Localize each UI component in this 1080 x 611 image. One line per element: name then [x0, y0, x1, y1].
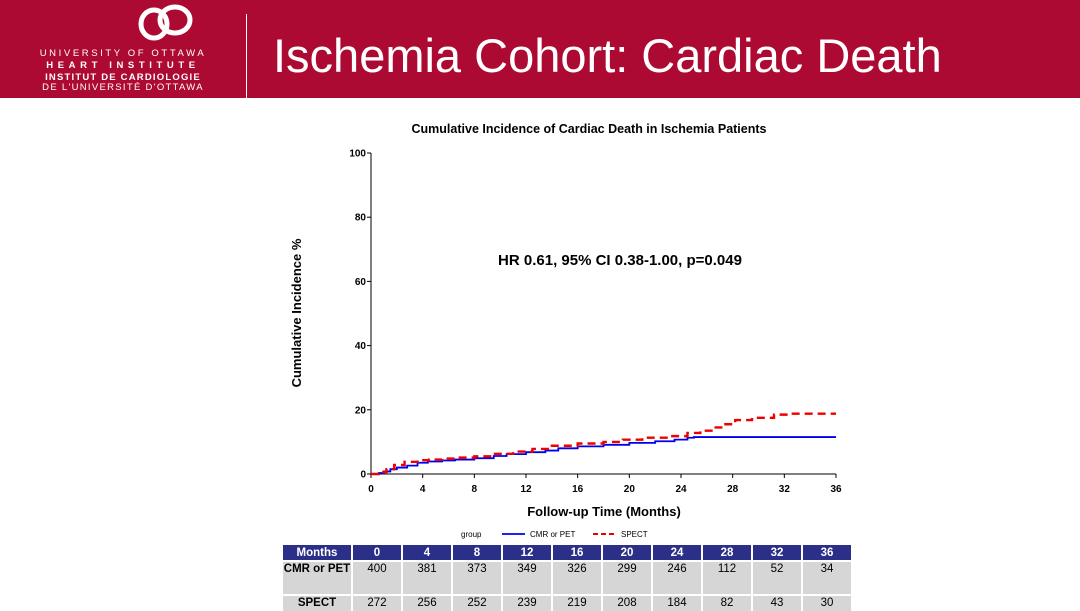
- risk-table-row: CMR or PET 400 381 373 349 326 299 246 1…: [283, 560, 853, 595]
- risk-table-cell: 381: [402, 560, 453, 595]
- x-tick-label: 24: [675, 484, 687, 495]
- risk-table-cell: 326: [552, 560, 603, 595]
- x-tick-label: 28: [727, 484, 739, 495]
- risk-table-cell: 299: [602, 560, 653, 595]
- risk-table-cell: 112: [702, 560, 753, 595]
- logo-text-line: HEART INSTITUTE: [46, 60, 200, 71]
- risk-table-cell: 252: [452, 594, 503, 611]
- risk-table-row: SPECT 272 256 252 239 219 208 184 82 43 …: [283, 594, 853, 611]
- x-axis-title: Follow-up Time (Months): [527, 504, 681, 519]
- series-line-cmr-or-pet: [371, 436, 836, 475]
- slide-title: Ischemia Cohort: Cardiac Death: [273, 29, 942, 82]
- university-logo: UNIVERSITY OF OTTAWA HEART INSTITUTE INS…: [0, 0, 246, 98]
- risk-table-month-header: 36: [802, 545, 853, 561]
- header-banner: UNIVERSITY OF OTTAWA HEART INSTITUTE INS…: [0, 0, 1080, 98]
- x-tick-label: 12: [520, 484, 532, 495]
- y-axis-title: Cumulative Incidence %: [289, 238, 304, 387]
- x-tick-label: 8: [472, 484, 478, 495]
- risk-table-cell: 246: [652, 560, 703, 595]
- risk-table-row-label: SPECT: [283, 594, 353, 611]
- y-tick-label: 40: [355, 341, 367, 352]
- series-layer: [371, 412, 836, 476]
- hazard-ratio-annotation: HR 0.61, 95% CI 0.38-1.00, p=0.049: [498, 252, 742, 269]
- risk-table-cell: 239: [502, 594, 553, 611]
- heart-institute-logo-icon: [138, 4, 193, 41]
- chart-title: Cumulative Incidence of Cardiac Death in…: [412, 122, 767, 136]
- risk-table-month-header: 20: [602, 545, 653, 561]
- risk-table-cell: 272: [352, 594, 403, 611]
- x-tick-label: 16: [572, 484, 584, 495]
- y-tick-label: 0: [360, 470, 366, 481]
- series-line-spect: [371, 412, 836, 476]
- y-axis: 0 20 40 60 80 100: [349, 149, 372, 481]
- risk-table-month-header: 28: [702, 545, 753, 561]
- legend-label-spect: SPECT: [621, 530, 648, 539]
- risk-table-month-header: 4: [402, 545, 453, 561]
- number-at-risk-table: Months 0 4 8 12 16 20 24 28 32 36 CMR or…: [283, 545, 853, 611]
- risk-table-row-label: CMR or PET: [283, 560, 353, 595]
- risk-table-cell: 349: [502, 560, 553, 595]
- legend-label-cmr-pet: CMR or PET: [530, 530, 575, 539]
- x-tick-label: 32: [779, 484, 791, 495]
- x-tick-label: 0: [368, 484, 374, 495]
- risk-table-cell: 373: [452, 560, 503, 595]
- x-tick-label: 4: [420, 484, 426, 495]
- risk-table-month-header: 16: [552, 545, 603, 561]
- risk-table-month-header: 24: [652, 545, 703, 561]
- logo-text-line: DE L'UNIVERSITÉ D'OTTAWA: [42, 82, 204, 93]
- risk-table-cell: 219: [552, 594, 603, 611]
- y-tick-label: 20: [355, 405, 367, 416]
- risk-table-header-label: Months: [283, 545, 353, 561]
- risk-table-month-header: 32: [752, 545, 803, 561]
- risk-table-month-header: 8: [452, 545, 503, 561]
- x-axis: 0 4 8 12 16 20 24 28 32 36: [368, 473, 842, 495]
- legend-title: group: [461, 530, 482, 539]
- y-tick-label: 80: [355, 213, 367, 224]
- risk-table-month-header: 0: [352, 545, 403, 561]
- risk-table-cell: 184: [652, 594, 703, 611]
- risk-table-header-row: Months 0 4 8 12 16 20 24 28 32 36: [283, 545, 853, 561]
- risk-table-month-header: 12: [502, 545, 553, 561]
- risk-table-cell: 34: [802, 560, 853, 595]
- logo-text-line: UNIVERSITY OF OTTAWA: [39, 48, 207, 59]
- risk-table-cell: 82: [702, 594, 753, 611]
- risk-table-cell: 43: [752, 594, 803, 611]
- cumulative-incidence-chart: Cumulative Incidence of Cardiac Death in…: [289, 122, 842, 539]
- risk-table-cell: 400: [352, 560, 403, 595]
- risk-table-cell: 256: [402, 594, 453, 611]
- logo-text-line: INSTITUT DE CARDIOLOGIE: [45, 72, 201, 83]
- chart-legend: group CMR or PET SPECT: [461, 530, 648, 539]
- y-tick-label: 60: [355, 277, 367, 288]
- risk-table-cell: 52: [752, 560, 803, 595]
- x-tick-label: 20: [624, 484, 636, 495]
- x-tick-label: 36: [830, 484, 842, 495]
- risk-table-cell: 30: [802, 594, 853, 611]
- y-tick-label: 100: [349, 149, 366, 160]
- risk-table-cell: 208: [602, 594, 653, 611]
- header-divider: [246, 14, 247, 98]
